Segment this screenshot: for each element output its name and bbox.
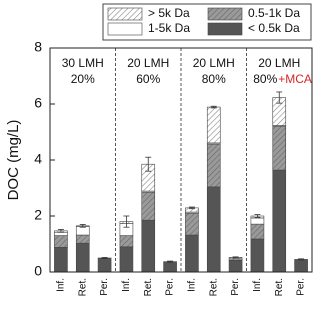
x-tick-label: Ret. [77, 278, 88, 296]
legend-swatch [107, 7, 143, 21]
y-tick-label: 4 [34, 151, 42, 167]
error-bar [210, 105, 217, 109]
y-tick-label: 8 [34, 39, 42, 55]
x-tick-label: Inf. [121, 278, 132, 292]
error-bar [298, 258, 305, 261]
legend-swatch [207, 22, 243, 36]
panel-label: 20% [71, 72, 95, 86]
x-tick-label: Ret. [143, 278, 154, 296]
bar-segment [206, 186, 221, 273]
bar-segment [54, 247, 68, 273]
error-bar [254, 214, 261, 218]
bar-segment [75, 226, 90, 236]
bar-segment [206, 143, 221, 188]
legend-label: > 5k Da [148, 6, 190, 20]
x-tick-label: Ret. [274, 278, 285, 296]
bar-segment [228, 259, 243, 273]
bar-segment [75, 242, 90, 273]
error-bar [232, 256, 239, 259]
legend-swatch [207, 7, 243, 21]
panel-label: 30 LMH [62, 56, 104, 70]
legend-swatch [107, 22, 143, 36]
panel-label: 80% [253, 72, 277, 86]
bar-segment [141, 191, 156, 221]
y-tick-label: 0 [34, 263, 42, 279]
panel-note: +MCA [278, 72, 312, 86]
panel-label: 20 LMH [127, 56, 169, 70]
bar-segment [250, 238, 265, 273]
panel-label: 20 LMH [258, 56, 300, 70]
bar-segment [185, 234, 199, 273]
y-axis-label: DOC (mg/L) [5, 120, 22, 201]
error-bar [79, 223, 86, 228]
error-bar [57, 229, 64, 233]
y-tick-label: 6 [34, 95, 42, 111]
bar-segment [54, 235, 68, 248]
bar-segment [272, 125, 287, 171]
error-bar [123, 215, 130, 228]
bar-segment [206, 106, 221, 144]
x-tick-label: Per. [230, 278, 241, 296]
x-tick-label: Per. [165, 278, 176, 296]
bar-segment [163, 261, 177, 273]
panel-label: 20 LMH [193, 56, 235, 70]
bar-segment [185, 212, 199, 236]
bar-segment [119, 235, 134, 248]
legend-label: 1-5k Da [148, 21, 190, 35]
legend-label: < 0.5k Da [248, 21, 300, 35]
panel-label: 80% [202, 72, 226, 86]
error-bar [101, 257, 108, 259]
bar-segment [294, 259, 308, 273]
bar-segment [141, 219, 156, 273]
bar-segment [75, 234, 90, 244]
y-tick-label: 2 [34, 207, 42, 223]
bar-segment [272, 169, 287, 273]
error-bar [145, 156, 152, 172]
x-tick-label: Inf. [252, 278, 263, 292]
bar-segment [250, 217, 265, 225]
legend-label: 0.5-1k Da [248, 6, 300, 20]
x-tick-label: Per. [296, 278, 307, 296]
bar-segment [119, 246, 134, 273]
error-bar [167, 260, 174, 263]
x-tick-label: Per. [99, 278, 110, 296]
x-tick-label: Inf. [187, 278, 198, 292]
error-bar [188, 206, 195, 210]
bar-segment [97, 257, 112, 273]
bar-segment [54, 231, 68, 236]
bar-segment [250, 223, 265, 240]
error-bar [276, 91, 283, 104]
x-tick-label: Ret. [208, 278, 219, 296]
panel-label: 60% [136, 72, 160, 86]
x-tick-label: Inf. [56, 278, 67, 292]
plot-frame [49, 47, 313, 273]
